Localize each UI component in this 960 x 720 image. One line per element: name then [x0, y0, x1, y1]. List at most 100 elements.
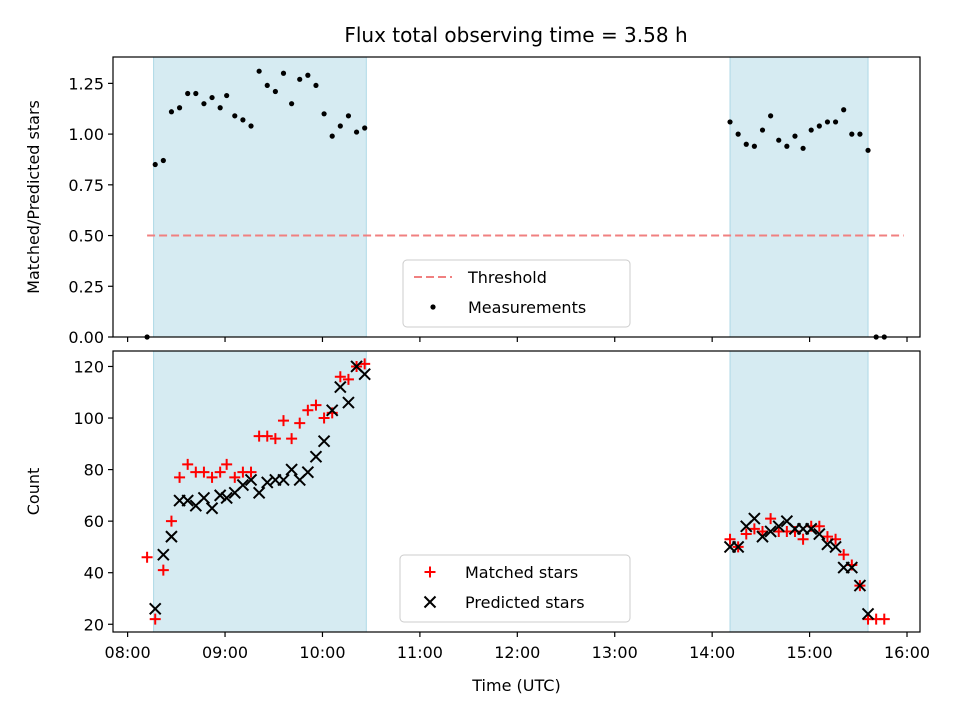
matched-star-point — [157, 564, 169, 576]
predicted-star-point — [805, 522, 818, 536]
y-tick-label: 1.00 — [68, 125, 104, 144]
matched-star-point — [359, 358, 371, 370]
measurement-point — [209, 94, 215, 101]
predicted-star-point — [252, 486, 266, 499]
measurement-point — [768, 113, 774, 119]
predicted-star-point — [748, 512, 761, 525]
legend-label: Predicted stars — [465, 593, 585, 612]
count-panel: 20 40 60 80 100 120 08:00 09:00 10:00 11:00 12:00 1… — [24, 350, 930, 695]
measurement-point — [289, 101, 295, 107]
x-tick-label: 12:00 — [494, 643, 540, 662]
predicted-star-point — [197, 491, 211, 505]
measurement-point — [784, 143, 790, 149]
y-tick-label: 20 — [84, 615, 104, 634]
y-tick-label: 80 — [84, 461, 104, 480]
ratio-panel: 0.00 0.25 0.50 0.75 1.00 1.25 Matched/Predicte… — [24, 56, 921, 347]
predicted-star-point — [309, 450, 323, 463]
measurement-point — [272, 88, 278, 95]
measurement-point — [832, 119, 839, 125]
axes-frame — [112, 350, 921, 633]
y-tick-label: 0.50 — [68, 227, 104, 246]
measurement-point — [160, 157, 166, 164]
matched-star-point — [756, 525, 768, 537]
y-tick-label: 120 — [73, 357, 104, 376]
x-tick-label: 15:00 — [787, 643, 833, 662]
predicted-star-point — [358, 367, 371, 381]
matched-star-point — [261, 430, 273, 442]
matched-star-point — [174, 471, 186, 483]
matched-star-point — [318, 412, 330, 424]
axes-frame — [112, 56, 921, 338]
measurement-point — [857, 131, 863, 137]
matched-star-point — [277, 415, 289, 427]
predicted-star-point — [334, 380, 347, 394]
measurement-point — [865, 147, 871, 153]
predicted-star-point — [325, 404, 339, 417]
y-tick-label: 0.25 — [68, 277, 104, 296]
measurement-point — [362, 125, 368, 131]
predicted-star-point — [772, 520, 785, 533]
measurement-point — [313, 82, 319, 89]
matched-star-point — [878, 613, 890, 625]
x-tick-label: 10:00 — [299, 643, 345, 662]
legend-matched-swatch — [424, 566, 436, 578]
measurement-point — [841, 107, 847, 113]
matched-star-point — [765, 513, 777, 525]
x-tick-label: 11:00 — [397, 643, 443, 662]
matched-star-point — [221, 458, 233, 470]
predicted-star-point — [813, 527, 826, 541]
matched-star-point — [797, 533, 809, 545]
matched-star-point — [286, 433, 298, 445]
predicted-star-point — [213, 489, 227, 502]
predicted-star-point — [181, 494, 194, 507]
matched-star-point — [245, 466, 257, 478]
matched-star-point — [182, 458, 194, 470]
measurement-point — [808, 127, 814, 133]
y-axis-label: Matched/Predicted stars — [24, 100, 43, 294]
measurement-point — [792, 133, 798, 139]
y-tick-label: 100 — [73, 409, 104, 428]
measurement-point — [152, 161, 158, 168]
x-tick-label: 09:00 — [202, 643, 248, 662]
measurement-point — [759, 127, 766, 133]
measurement-point — [264, 82, 270, 89]
legend-label: Measurements — [468, 298, 586, 317]
shaded-interval — [153, 56, 367, 338]
measurement-point — [240, 117, 246, 123]
predicted-star-point — [317, 435, 331, 448]
x-tick-label: 13:00 — [592, 643, 638, 662]
shaded-interval — [729, 56, 869, 338]
x-tick-label: 14:00 — [689, 643, 735, 662]
x-axis-label: Time (UTC) — [471, 676, 560, 695]
predicted-star-point — [756, 530, 769, 543]
predicted-star-point — [845, 561, 859, 574]
measurement-point — [337, 123, 343, 129]
matched-star-point — [813, 520, 825, 532]
matched-star-point — [206, 471, 218, 483]
measurement-point — [329, 133, 335, 139]
chart-title: Flux total observing time = 3.58 h — [344, 23, 687, 47]
predicted-star-point — [829, 540, 842, 554]
legend: Threshold Measurements — [402, 259, 631, 328]
measurement-point — [201, 101, 207, 107]
shaded-interval — [729, 350, 869, 633]
matched-star-point — [740, 528, 752, 540]
measurement-point — [735, 131, 741, 137]
matched-star-point — [748, 523, 760, 535]
measurement-point — [248, 123, 254, 129]
matched-star-point — [149, 613, 161, 625]
legend-frame — [402, 259, 631, 328]
measurement-point — [305, 72, 311, 78]
measurement-point — [297, 76, 303, 82]
matched-star-point — [141, 551, 153, 563]
measurement-point — [751, 143, 757, 149]
measurement-point — [353, 129, 360, 135]
measurement-point — [193, 90, 199, 97]
series-predicted-stars — [149, 360, 875, 621]
predicted-star-point — [165, 530, 178, 543]
measurement-point — [321, 111, 327, 117]
matched-star-point — [165, 515, 177, 527]
legend-label: Matched stars — [465, 563, 578, 582]
y-tick-label: 0.00 — [68, 328, 104, 347]
